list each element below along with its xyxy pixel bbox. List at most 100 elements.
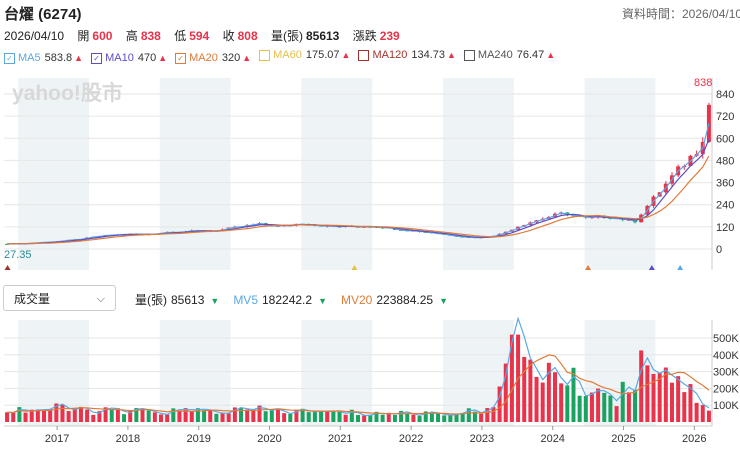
volume-value: 85613 <box>305 29 340 43</box>
up-arrow-icon: ▲ <box>446 50 456 60</box>
price-axis-label: 480 <box>716 155 734 167</box>
volume-bar <box>497 386 502 422</box>
volume-bar <box>663 367 668 422</box>
ma-toggle-ma5[interactable]: ✓ MA5 583.8 ▲ <box>4 52 83 64</box>
checkbox-icon <box>463 49 475 61</box>
ma-value: 134.73 <box>411 49 445 61</box>
price-axis-label: 360 <box>716 178 734 190</box>
volume-bar <box>553 372 558 422</box>
volume-bar <box>257 405 262 422</box>
volume-bar <box>534 376 539 422</box>
volume-axis-label: 300K <box>713 367 739 379</box>
volume-bar <box>337 411 342 422</box>
price-axis-label: 720 <box>716 111 734 123</box>
time-band <box>442 78 514 270</box>
ma-toggle-ma120[interactable]: MA120 134.73 ▲ <box>358 49 456 61</box>
indicator-dropdown[interactable]: 成交量 ⌵ <box>3 285 116 311</box>
mv20-line <box>7 354 710 415</box>
volume-bar <box>405 412 410 422</box>
volume-bar <box>472 411 477 422</box>
volume-bar <box>183 408 188 422</box>
volume-bar <box>146 410 151 422</box>
indicator-dropdown-value: 成交量 <box>14 292 51 306</box>
change-value: 239 <box>379 29 400 43</box>
volume-bar <box>608 395 613 422</box>
vol-legend-value: 85613 <box>171 293 205 307</box>
volume-bar <box>171 408 176 422</box>
volume-bar <box>269 409 274 422</box>
volume-bar <box>423 411 428 422</box>
volume-bar <box>645 365 650 422</box>
volume-bar <box>700 405 705 422</box>
volume-bar <box>386 412 391 422</box>
volume-bar <box>454 414 459 422</box>
x-axis-label: 2018 <box>116 433 140 445</box>
volume-bar <box>226 413 231 422</box>
ma-toggle-ma240[interactable]: MA240 76.47 ▲ <box>463 49 555 61</box>
volume-bar <box>589 392 594 422</box>
x-axis-label: 2024 <box>540 433 564 445</box>
checkbox-icon <box>358 49 370 61</box>
volume-bar <box>399 410 404 422</box>
low-value: 594 <box>189 29 210 43</box>
volume-bar <box>115 408 120 422</box>
volume-bar <box>288 414 293 422</box>
event-marker <box>585 265 592 270</box>
ma-toggle-ma20[interactable]: ✓ MA20 320 ▲ <box>175 52 251 64</box>
checkbox-icon: ✓ <box>91 52 103 64</box>
x-axis-label: 2025 <box>611 433 635 445</box>
volume-bar <box>282 413 287 422</box>
volume-axis-label: 500K <box>713 333 739 345</box>
down-arrow-icon: ▼ <box>318 296 327 306</box>
ma-legend: ✓ MA5 583.8 ▲ ✓ MA10 470 ▲ ✓ MA20 320 ▲ MA60 175.07 ▲ M… <box>4 49 563 64</box>
ma-value: 76.47 <box>516 49 545 61</box>
volume-bar <box>417 415 422 422</box>
volume-bar <box>356 415 360 422</box>
volume-bar <box>195 408 200 422</box>
volume-bar <box>657 372 662 422</box>
ma-value: 175.07 <box>305 49 340 61</box>
high-label: 高 <box>125 29 138 43</box>
volume-bar <box>559 383 564 422</box>
close-value: 808 <box>237 29 258 43</box>
volume-bar <box>208 409 213 422</box>
volume-bar <box>72 408 77 422</box>
volume-bar <box>503 363 508 422</box>
volume-bar <box>429 412 434 422</box>
ma-name: MA5 <box>18 52 41 64</box>
time-band <box>442 320 514 426</box>
ma-toggle-ma10[interactable]: ✓ MA10 470 ▲ <box>91 52 167 64</box>
volume-bar <box>651 373 656 422</box>
volume-bar <box>596 388 601 422</box>
x-axis-label: 2026 <box>682 433 706 445</box>
volume-axis-label: 200K <box>713 383 739 395</box>
time-band <box>301 78 373 270</box>
ma-toggle-ma60[interactable]: MA60 175.07 ▲ <box>259 49 350 61</box>
volume-bar <box>633 389 638 422</box>
watermark: yahoo!股市 <box>12 81 123 105</box>
ma-value: 470 <box>137 52 157 64</box>
mv5-value: 182242.2 <box>262 293 313 307</box>
checkbox-icon <box>259 49 271 61</box>
volume-bar <box>11 412 16 422</box>
volume-bar <box>466 408 471 422</box>
volume-bar <box>349 409 354 422</box>
volume-bar <box>374 411 379 422</box>
volume-bar <box>23 412 28 422</box>
volume-bar <box>140 409 145 422</box>
event-marker <box>351 265 358 270</box>
volume-bar <box>380 414 385 422</box>
volume-bar <box>614 406 619 422</box>
volume-bar <box>91 414 96 422</box>
volume-bar <box>331 410 336 422</box>
volume-bar <box>128 410 133 422</box>
volume-bar <box>620 381 625 422</box>
max-price-label: 838 <box>694 77 712 89</box>
volume-bar <box>134 408 139 422</box>
volume-bar <box>306 412 311 422</box>
volume-axis-label: 400K <box>713 350 739 362</box>
x-axis-label: 2020 <box>257 433 281 445</box>
volume-bar <box>528 359 533 422</box>
volume-bar <box>694 402 699 422</box>
